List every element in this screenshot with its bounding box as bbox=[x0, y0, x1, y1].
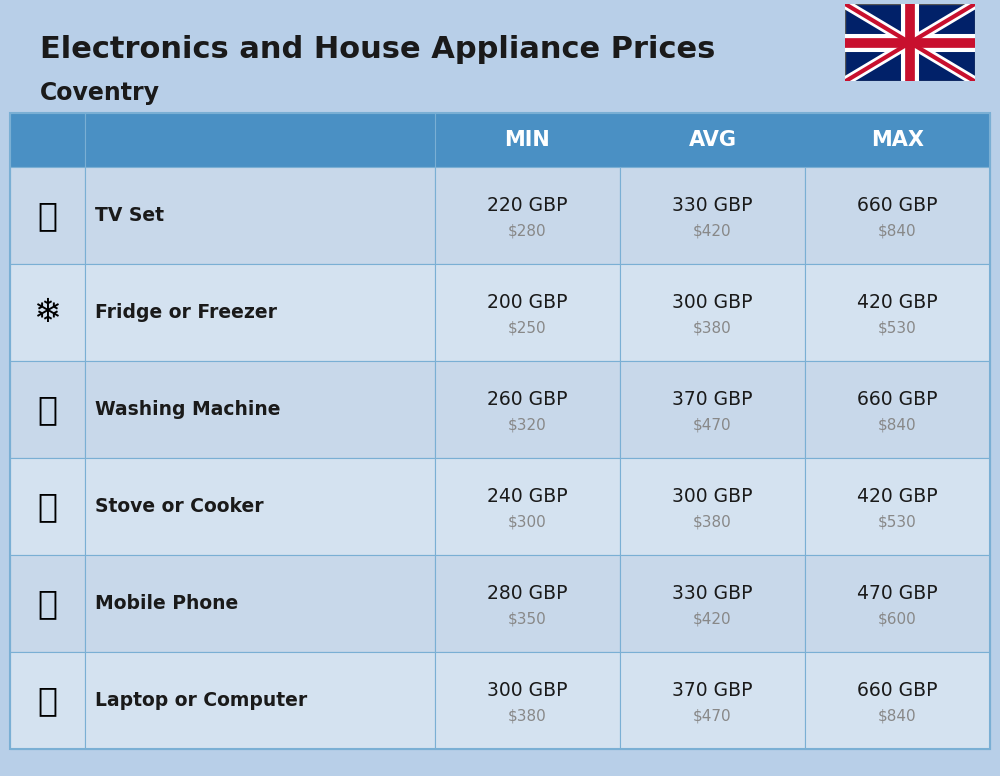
Text: Fridge or Freezer: Fridge or Freezer bbox=[95, 303, 277, 322]
Text: $530: $530 bbox=[878, 320, 917, 335]
Text: 660 GBP: 660 GBP bbox=[857, 390, 938, 409]
Text: Stove or Cooker: Stove or Cooker bbox=[95, 497, 264, 516]
Text: MIN: MIN bbox=[505, 130, 550, 150]
Text: AVG: AVG bbox=[688, 130, 736, 150]
Text: 300 GBP: 300 GBP bbox=[672, 293, 753, 312]
Text: $840: $840 bbox=[878, 417, 917, 432]
Text: $600: $600 bbox=[878, 611, 917, 626]
Text: 420 GBP: 420 GBP bbox=[857, 293, 938, 312]
Text: 📺: 📺 bbox=[38, 199, 58, 232]
Text: $470: $470 bbox=[693, 417, 732, 432]
Text: $470: $470 bbox=[693, 708, 732, 723]
Text: 260 GBP: 260 GBP bbox=[487, 390, 568, 409]
Text: 300 GBP: 300 GBP bbox=[672, 487, 753, 506]
Text: 280 GBP: 280 GBP bbox=[487, 584, 568, 603]
Text: Washing Machine: Washing Machine bbox=[95, 400, 280, 419]
Text: $300: $300 bbox=[508, 514, 547, 529]
Text: 660 GBP: 660 GBP bbox=[857, 196, 938, 215]
Text: MAX: MAX bbox=[871, 130, 924, 150]
Text: 330 GBP: 330 GBP bbox=[672, 584, 753, 603]
Text: Laptop or Computer: Laptop or Computer bbox=[95, 691, 307, 710]
Text: $350: $350 bbox=[508, 611, 547, 626]
Text: 420 GBP: 420 GBP bbox=[857, 487, 938, 506]
Text: $380: $380 bbox=[508, 708, 547, 723]
Text: 220 GBP: 220 GBP bbox=[487, 196, 568, 215]
Text: 470 GBP: 470 GBP bbox=[857, 584, 938, 603]
Text: 330 GBP: 330 GBP bbox=[672, 196, 753, 215]
Text: $530: $530 bbox=[878, 514, 917, 529]
Text: 🌀: 🌀 bbox=[38, 393, 58, 426]
Text: 💻: 💻 bbox=[38, 684, 58, 717]
Text: $280: $280 bbox=[508, 223, 547, 238]
Text: 300 GBP: 300 GBP bbox=[487, 681, 568, 700]
Text: 240 GBP: 240 GBP bbox=[487, 487, 568, 506]
Text: ❄️: ❄️ bbox=[34, 296, 62, 329]
Text: $840: $840 bbox=[878, 708, 917, 723]
Text: 660 GBP: 660 GBP bbox=[857, 681, 938, 700]
Text: Electronics and House Appliance Prices: Electronics and House Appliance Prices bbox=[40, 35, 715, 64]
Text: $380: $380 bbox=[693, 514, 732, 529]
Text: Mobile Phone: Mobile Phone bbox=[95, 594, 238, 613]
Text: $320: $320 bbox=[508, 417, 547, 432]
Text: $840: $840 bbox=[878, 223, 917, 238]
Text: 370 GBP: 370 GBP bbox=[672, 681, 753, 700]
Text: $380: $380 bbox=[693, 320, 732, 335]
Text: $420: $420 bbox=[693, 223, 732, 238]
Text: 🔥: 🔥 bbox=[38, 490, 58, 523]
Text: TV Set: TV Set bbox=[95, 206, 164, 225]
Text: Coventry: Coventry bbox=[40, 81, 160, 106]
Text: 200 GBP: 200 GBP bbox=[487, 293, 568, 312]
Text: $250: $250 bbox=[508, 320, 547, 335]
Text: 370 GBP: 370 GBP bbox=[672, 390, 753, 409]
Text: 📱: 📱 bbox=[38, 587, 58, 620]
Text: $420: $420 bbox=[693, 611, 732, 626]
